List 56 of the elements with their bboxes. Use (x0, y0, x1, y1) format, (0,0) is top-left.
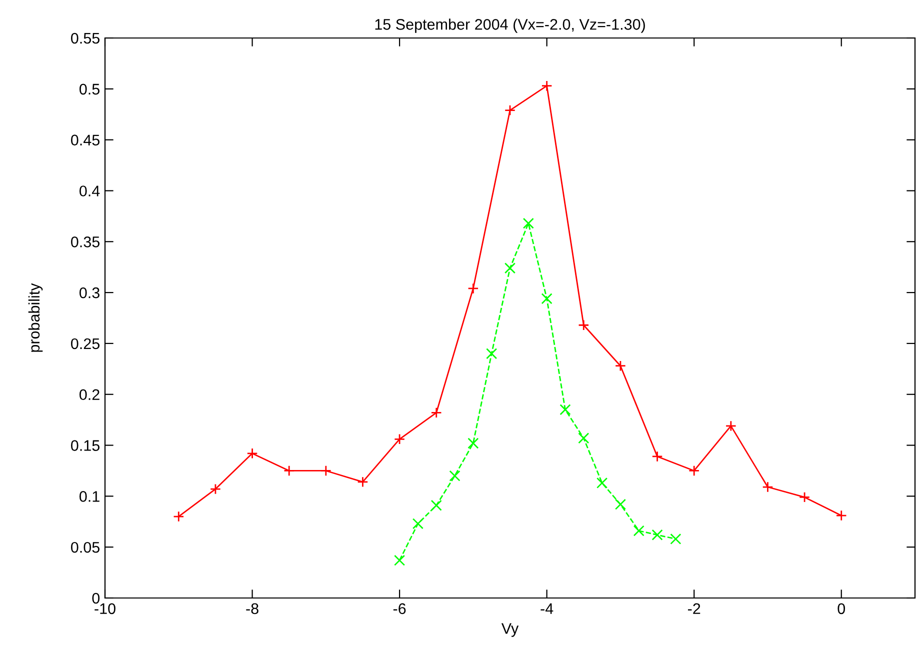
point (486, 348, 498, 360)
point (614, 498, 626, 510)
y-axis-title: probability (28, 283, 43, 352)
point (430, 407, 442, 418)
y-tick-label: 0.4 (80, 186, 100, 196)
point (522, 218, 534, 229)
y-tick-label: 0.05 (71, 542, 100, 553)
point (320, 465, 332, 476)
point (762, 481, 774, 493)
y-tick-label: 0 (92, 592, 100, 604)
y-tick-label: 0.55 (71, 32, 100, 44)
y-tick-label: 0.15 (71, 440, 100, 451)
point (246, 448, 258, 459)
point (633, 525, 644, 536)
point (596, 477, 608, 488)
point (430, 500, 442, 511)
y-tick-label: 0.35 (71, 236, 100, 248)
point (798, 492, 810, 503)
point (210, 484, 222, 495)
x-tick-label: -4 (540, 603, 554, 614)
x-tick-label: -2 (688, 603, 700, 614)
y-tick-label: 0.5 (80, 84, 100, 95)
point (725, 420, 736, 432)
point (541, 80, 552, 92)
point (173, 510, 184, 522)
x-tick-label: -10 (94, 603, 116, 614)
point (504, 104, 516, 116)
y-tick-label: 0.25 (71, 338, 100, 350)
x-tick-label: -6 (393, 603, 406, 614)
point (284, 465, 295, 476)
point (578, 320, 590, 331)
point (394, 554, 406, 566)
x-tick-label: -8 (246, 603, 258, 614)
point (449, 470, 460, 482)
y-tick-label: 0.1 (80, 491, 100, 502)
y-tick-label: 0.45 (71, 134, 100, 146)
point (560, 404, 571, 416)
point (357, 476, 368, 488)
point (394, 434, 406, 445)
point (670, 533, 682, 544)
point (541, 293, 552, 304)
point (468, 282, 479, 294)
point (614, 360, 626, 372)
point (652, 529, 663, 540)
x-axis-title: Vy (501, 623, 519, 637)
y-tick-label: 0.3 (80, 287, 100, 298)
point (412, 518, 424, 530)
point (652, 450, 663, 462)
point (504, 262, 516, 274)
x-tick-label: 0 (838, 603, 846, 614)
chart-title: 15 September 2004 (Vx=-2.0, Vz=-1.30) (375, 18, 645, 33)
point (468, 438, 479, 449)
y-tick-label: 0.2 (80, 389, 100, 400)
point (578, 432, 590, 444)
point (836, 510, 847, 522)
point (688, 465, 700, 476)
